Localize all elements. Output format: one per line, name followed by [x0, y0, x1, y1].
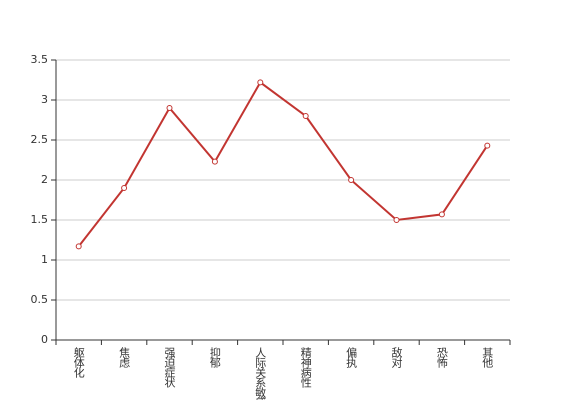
y-tick-label: 3 — [41, 93, 48, 106]
point — [393, 217, 400, 223]
x-tick-label: 强迫症状 — [163, 347, 176, 388]
point — [438, 211, 445, 218]
point — [348, 177, 355, 183]
point — [257, 79, 264, 86]
y-tick-label: 0 — [41, 333, 48, 346]
x-tick-label: 敌对 — [390, 346, 403, 368]
point — [75, 243, 82, 250]
x-tick-label: 人际关系敏感 — [254, 347, 267, 400]
y-tick-label: 3.5 — [31, 53, 49, 66]
line — [77, 80, 489, 248]
x-tick-label: 恐怖 — [435, 347, 448, 368]
x-tick-label: 焦虑 — [118, 347, 131, 368]
y-tick-label: 0.5 — [31, 293, 49, 306]
x-tick-label: 偏执 — [345, 346, 358, 369]
x-tick-label: 抑郁 — [208, 346, 221, 368]
x-tick-label: 精神病性 — [299, 347, 312, 389]
point — [211, 158, 218, 165]
point — [484, 142, 491, 149]
y-tick-label: 1.5 — [31, 213, 49, 226]
point — [166, 105, 173, 111]
x-tick-label: 躯体化 — [72, 347, 85, 379]
y-tick-label: 1 — [41, 253, 48, 266]
y-tick-label: 2 — [41, 173, 48, 186]
x-tick-label: 其他 — [481, 347, 494, 368]
point — [302, 113, 309, 119]
point — [121, 185, 128, 191]
y-tick-label: 2.5 — [31, 133, 49, 146]
